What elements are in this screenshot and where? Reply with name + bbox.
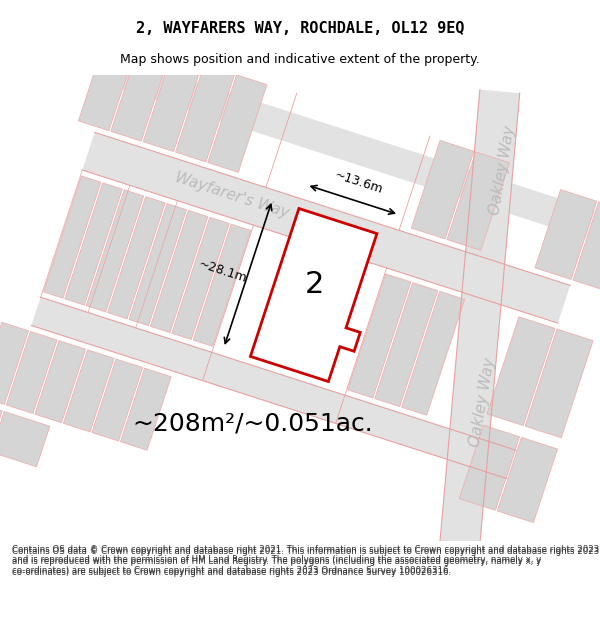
Polygon shape <box>208 75 267 172</box>
Polygon shape <box>193 224 251 346</box>
Text: ~28.1m: ~28.1m <box>196 258 248 286</box>
Polygon shape <box>172 217 229 339</box>
Polygon shape <box>175 64 235 162</box>
Polygon shape <box>348 274 411 398</box>
Text: 2: 2 <box>305 271 324 299</box>
Polygon shape <box>129 204 187 326</box>
Polygon shape <box>412 141 474 239</box>
Polygon shape <box>151 211 208 332</box>
Polygon shape <box>111 44 170 141</box>
Text: Oakley Way: Oakley Way <box>488 124 518 216</box>
Text: ~208m²/~0.051ac.: ~208m²/~0.051ac. <box>133 411 373 435</box>
Polygon shape <box>107 197 165 319</box>
Polygon shape <box>374 282 438 407</box>
Polygon shape <box>0 396 2 451</box>
Polygon shape <box>459 425 520 510</box>
Polygon shape <box>0 411 50 467</box>
Polygon shape <box>525 329 593 437</box>
Polygon shape <box>64 350 114 432</box>
Polygon shape <box>250 209 377 381</box>
Text: Contains OS data © Crown copyright and database right 2021. This information is : Contains OS data © Crown copyright and d… <box>12 547 599 577</box>
Polygon shape <box>497 438 557 522</box>
Polygon shape <box>35 341 86 422</box>
Polygon shape <box>121 368 171 450</box>
Polygon shape <box>65 183 122 305</box>
Text: 2, WAYFARERS WAY, ROCHDALE, OL12 9EQ: 2, WAYFARERS WAY, ROCHDALE, OL12 9EQ <box>136 21 464 36</box>
Polygon shape <box>82 132 570 323</box>
Polygon shape <box>401 291 464 415</box>
Polygon shape <box>43 176 101 298</box>
Text: ~13.6m: ~13.6m <box>332 169 384 197</box>
Polygon shape <box>439 90 520 557</box>
Polygon shape <box>143 54 202 151</box>
Polygon shape <box>110 57 595 238</box>
Polygon shape <box>86 190 144 312</box>
Text: Wayfarer's Way: Wayfarer's Way <box>173 170 290 221</box>
Polygon shape <box>7 331 57 414</box>
Polygon shape <box>573 202 600 292</box>
Text: Contains OS data © Crown copyright and database right 2021. This information is : Contains OS data © Crown copyright and d… <box>12 545 599 574</box>
Text: Map shows position and indicative extent of the property.: Map shows position and indicative extent… <box>120 52 480 66</box>
Polygon shape <box>79 33 137 131</box>
Text: Oakley Way: Oakley Way <box>467 356 497 448</box>
Polygon shape <box>31 298 516 479</box>
Polygon shape <box>447 152 509 251</box>
Polygon shape <box>0 322 29 404</box>
Polygon shape <box>92 359 143 441</box>
Polygon shape <box>535 189 597 279</box>
Polygon shape <box>487 317 555 426</box>
